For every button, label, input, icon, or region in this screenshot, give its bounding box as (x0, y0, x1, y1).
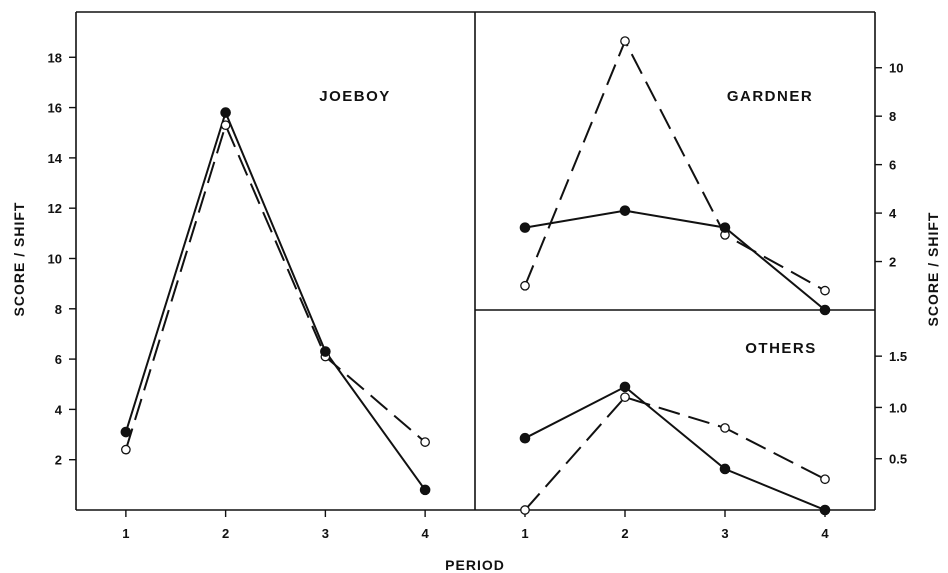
y-tick-label-joeboy: 12 (48, 201, 62, 216)
y-tick-label-gardner: 4 (889, 206, 897, 221)
data-point-others-open (620, 392, 630, 403)
data-point-joeboy-filled (320, 346, 331, 357)
y-tick-label-gardner: 6 (889, 158, 896, 173)
data-point-joeboy-filled (120, 426, 132, 438)
y-tick-label-joeboy: 2 (55, 453, 62, 468)
data-point-others-open (520, 505, 530, 515)
data-point-others-open (820, 474, 830, 485)
y-tick-label-joeboy: 10 (48, 251, 62, 266)
x-tick-label-others: 2 (621, 526, 628, 541)
series-line-others-solid (524, 385, 826, 511)
panel-title-gardner: GARDNER (727, 88, 813, 105)
y-tick-label-joeboy: 6 (55, 352, 62, 367)
x-tick-label-others: 4 (821, 526, 829, 541)
y-tick-label-joeboy: 14 (48, 151, 63, 166)
data-point-gardner-filled (519, 222, 531, 233)
y-tick-label-gardner: 8 (889, 109, 896, 124)
data-point-gardner-filled (719, 222, 731, 233)
series-line-gardner-dashed (524, 38, 826, 292)
left-y-axis-label: SCORE / SHIFT (11, 202, 27, 317)
data-point-joeboy-open (121, 444, 131, 455)
data-point-joeboy-open (420, 437, 430, 447)
data-point-others-filled (819, 504, 831, 516)
y-tick-label-others: 1.0 (889, 400, 907, 415)
x-tick-label-joeboy: 4 (422, 526, 430, 541)
y-tick-label-joeboy: 8 (55, 302, 62, 317)
data-point-gardner-filled (819, 304, 831, 316)
data-point-gardner-open (620, 36, 630, 46)
data-point-gardner-open (520, 280, 530, 291)
y-tick-label-others: 0.5 (889, 452, 907, 467)
x-axis-label: PERIOD (445, 557, 505, 573)
data-point-others-open (720, 423, 730, 433)
data-point-gardner-filled (619, 205, 631, 216)
y-tick-label-gardner: 2 (889, 255, 896, 270)
x-tick-label-joeboy: 1 (122, 526, 129, 541)
panel-gardner: GARDNER 2 4 6 8 10 (519, 36, 903, 316)
data-point-joeboy-open (220, 120, 231, 131)
y-tick-label-joeboy: 4 (55, 402, 63, 417)
data-point-others-filled (519, 432, 531, 444)
series-line-joeboy-dashed (124, 122, 426, 450)
y-tick-label-joeboy: 16 (48, 101, 62, 116)
panel-others: OTHERS 0.5 1.0 1.5 1 2 3 4 (519, 340, 907, 541)
data-point-joeboy-filled (419, 484, 431, 496)
y-tick-label-joeboy: 18 (48, 50, 62, 65)
data-point-gardner-open (820, 285, 830, 296)
x-tick-label-joeboy: 2 (222, 526, 229, 541)
y-tick-label-gardner: 10 (889, 61, 903, 76)
series-line-gardner-solid (524, 209, 826, 311)
data-point-others-filled (619, 381, 631, 393)
series-line-others-dashed (524, 396, 826, 511)
x-tick-label-others: 1 (521, 526, 528, 541)
right-y-axis-label: SCORE / SHIFT (925, 212, 941, 327)
x-tick-label-joeboy: 3 (322, 526, 329, 541)
data-point-joeboy-filled (220, 107, 231, 118)
panel-title-others: OTHERS (745, 340, 817, 357)
x-tick-label-others: 3 (721, 526, 728, 541)
data-point-others-filled (719, 463, 731, 475)
panel-title-joeboy: JOEBOY (319, 88, 391, 105)
series-line-joeboy-solid (124, 109, 426, 491)
y-tick-label-others: 1.5 (889, 349, 907, 364)
